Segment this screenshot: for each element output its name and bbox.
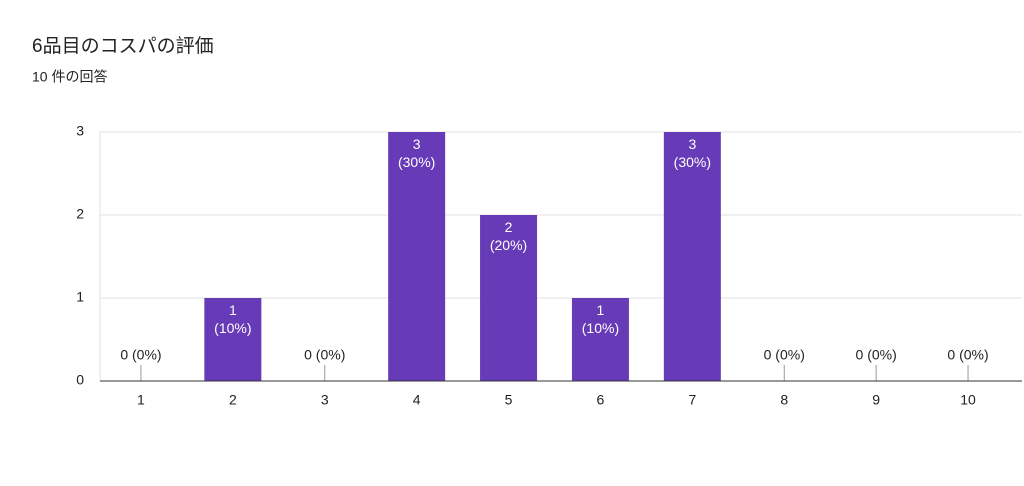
x-tick-label: 6 bbox=[597, 392, 605, 408]
x-tick-label: 9 bbox=[872, 392, 880, 408]
x-tick-label: 2 bbox=[229, 392, 237, 408]
value-label: 3 (30%) bbox=[398, 136, 435, 170]
value-label: 0 (0%) bbox=[856, 347, 897, 363]
x-tick-label: 3 bbox=[321, 392, 329, 408]
bar bbox=[204, 298, 262, 381]
y-tick-label: 2 bbox=[76, 206, 84, 222]
x-tick-label: 4 bbox=[413, 392, 421, 408]
bar bbox=[571, 298, 629, 381]
x-tick-label: 1 bbox=[137, 392, 145, 408]
y-tick-label: 0 bbox=[76, 372, 84, 388]
bar bbox=[663, 132, 721, 381]
value-label: 2 (20%) bbox=[490, 219, 527, 253]
bar bbox=[388, 132, 446, 381]
y-tick-label: 1 bbox=[76, 289, 84, 305]
value-label: 1 (10%) bbox=[582, 302, 619, 336]
value-label: 0 (0%) bbox=[304, 347, 345, 363]
value-label: 0 (0%) bbox=[947, 347, 988, 363]
value-label: 0 (0%) bbox=[764, 347, 805, 363]
x-tick-label: 8 bbox=[780, 392, 788, 408]
x-tick-label: 5 bbox=[505, 392, 513, 408]
bar bbox=[480, 215, 538, 381]
chart-title: 6品目のコスパの評価 bbox=[32, 35, 214, 57]
x-tick-label: 7 bbox=[688, 392, 696, 408]
x-tick-label: 10 bbox=[960, 392, 976, 408]
value-label: 1 (10%) bbox=[214, 302, 251, 336]
y-tick-label: 3 bbox=[76, 123, 84, 139]
value-label: 0 (0%) bbox=[120, 347, 161, 363]
chart-subtitle: 10 件の回答 bbox=[32, 69, 107, 85]
value-label: 3 (30%) bbox=[674, 136, 711, 170]
